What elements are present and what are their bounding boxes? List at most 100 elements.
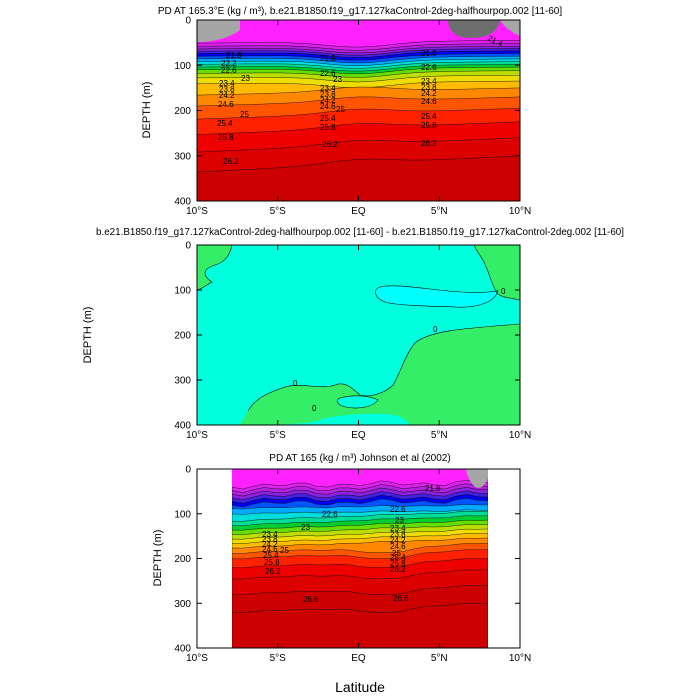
panel-1-ylabel: DEPTH (m) (141, 82, 153, 139)
contour-label: 23.4 (219, 79, 235, 88)
y-tick-label: 300 (174, 599, 191, 610)
contour-label: 23.4 (421, 77, 437, 86)
panel-3-title: PD AT 165 (kg / m³) Johnson et al (2002) (269, 453, 450, 464)
contour-label: 23.8 (421, 83, 437, 92)
y-tick-label: 400 (174, 644, 191, 655)
x-tick-label: 10°S (186, 430, 208, 441)
panel-1-missing-left (197, 20, 240, 42)
panel-2-green-region-top-left (197, 245, 232, 290)
contour-label: 24.6 (320, 102, 336, 111)
panel-3-missing-top-right (466, 469, 488, 488)
contour-label: 22.6 (320, 69, 336, 78)
contour-label: 23 (241, 74, 250, 83)
contour-label: 24.2 (320, 96, 336, 105)
contour-label: 21.8 (226, 51, 242, 60)
contour-label: 26.2 (390, 565, 406, 574)
x-tick-label: EQ (351, 430, 366, 441)
y-tick-label: 100 (174, 286, 191, 297)
contour-label: 24.2 (421, 89, 437, 98)
contour-label: 22.6 (221, 66, 237, 75)
contour-label: 23 (333, 75, 342, 84)
panel-1-title: PD AT 165.3°E (kg / m³), b.e21.B1850.f19… (158, 6, 562, 17)
contour-label: 25 (280, 546, 289, 555)
x-tick-label: 10°S (186, 206, 208, 217)
contour-band (197, 155, 520, 201)
contour-label: 26.6 (393, 594, 409, 603)
y-tick-label: 100 (174, 509, 191, 520)
y-tick-label: 200 (174, 554, 191, 565)
x-tick-label: EQ (351, 653, 366, 664)
contour-label: 24.6 (218, 100, 234, 109)
panel-3-ylabel: DEPTH (m) (152, 530, 164, 587)
panel-2: b.e21.B1850.f19_g17.127kaControl-2deg-ha… (82, 227, 624, 441)
y-tick-label: 100 (174, 61, 191, 72)
panel-2-aqua-region (375, 285, 498, 308)
y-tick-label: 200 (174, 331, 191, 342)
panel-3-contour-fill (232, 469, 488, 648)
x-tick-label: 5°N (431, 206, 448, 217)
contour-label: 25.8 (218, 133, 234, 142)
y-tick-label: 300 (174, 151, 191, 162)
panel-1-missing-right-edge (500, 20, 520, 36)
contour-label: 23.8 (390, 530, 406, 539)
contour-label: 25.4 (263, 551, 279, 560)
contour-label: 26.2 (421, 139, 437, 148)
contour-label: 22.6 (390, 505, 406, 514)
contour-label: 25 (336, 105, 345, 114)
y-tick-label: 400 (174, 421, 191, 432)
contour-label: 24.2 (390, 536, 406, 545)
panel-2-title: b.e21.B1850.f19_g17.127kaControl-2deg-ha… (96, 227, 624, 238)
contour-label: 23.8 (262, 535, 278, 544)
panel-3: PD AT 165 (kg / m³) Johnson et al (2002)… (152, 453, 531, 695)
x-tick-label: 5°S (270, 206, 287, 217)
x-axis-label: Latitude (335, 679, 385, 695)
panel-2-ylabel: DEPTH (m) (82, 307, 94, 364)
contour-label: 21.8 (425, 484, 441, 493)
x-tick-label: 10°N (509, 206, 531, 217)
x-tick-label: 5°N (431, 430, 448, 441)
contour-label: 23 (301, 523, 310, 532)
contour-label: 0 (433, 325, 438, 334)
contour-label: 25.4 (421, 112, 437, 121)
contour-label: 25.4 (390, 553, 406, 562)
x-tick-label: EQ (351, 206, 366, 217)
contour-label: 26.2 (265, 567, 281, 576)
panel-1-missing-right (448, 20, 500, 38)
y-tick-label: 300 (174, 376, 191, 387)
contour-label: 25 (240, 110, 249, 119)
contour-label: 23.8 (219, 85, 235, 94)
contour-label: 22.6 (322, 510, 338, 519)
panel-2-contour-lines (197, 245, 520, 412)
contour-label: 25.8 (320, 123, 336, 132)
panel-2-axes: 10°S 5°S EQ 5°N 10°N 0 100 200 300 400 (174, 241, 531, 442)
x-tick-label: 10°N (509, 430, 531, 441)
panel-2-green-region-top-right (474, 245, 520, 300)
contour-label: 23 (395, 516, 404, 525)
contour-label: 25.8 (421, 121, 437, 130)
contour-label: 0 (312, 404, 317, 413)
contour-label: 26.6 (303, 595, 319, 604)
contour-label: 24.2 (262, 540, 278, 549)
panel-1-contour-labels: 21.8 22.2 22.6 23 23.4 23.8 24.2 24.6 25… (217, 34, 505, 166)
contour-label: 21.8 (421, 49, 437, 58)
contour-label: 25.8 (264, 558, 280, 567)
contour-label: 26.2 (322, 140, 338, 149)
x-tick-label: 5°N (431, 653, 448, 664)
panel-1: PD AT 165.3°E (kg / m³), b.e21.B1850.f19… (141, 6, 562, 217)
contour-label: 25.4 (217, 119, 233, 128)
x-tick-label: 5°S (270, 653, 287, 664)
panel-1-contour-fill (197, 20, 520, 201)
panel-2-aqua-pocket (337, 395, 378, 408)
contour-label: 0 (293, 379, 298, 388)
contour-label: 23.8 (320, 90, 336, 99)
y-tick-label: 400 (174, 197, 191, 208)
contour-label: 26.2 (223, 157, 239, 166)
x-tick-label: 5°S (270, 430, 287, 441)
y-tick-label: 0 (185, 241, 191, 252)
panel-2-green-region-bottom (240, 324, 520, 425)
contour-label: 22.6 (421, 63, 437, 72)
contour-label: 23.4 (390, 524, 406, 533)
contour-label: 24.6 (262, 545, 278, 554)
contour-label: 25 (392, 549, 401, 558)
